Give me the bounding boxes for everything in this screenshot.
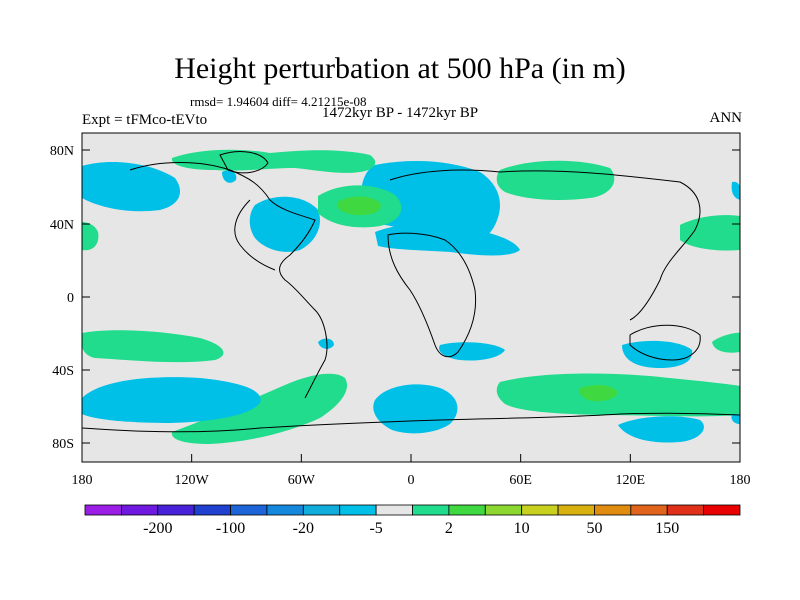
contour-negative-south-america-patch	[318, 338, 334, 349]
coastline-africa	[387, 232, 477, 358]
contour-negative-southeast-australia	[622, 340, 693, 368]
lat-label: 40N	[50, 218, 74, 233]
lon-label: 180	[730, 473, 751, 488]
colorbar-label: 150	[655, 520, 679, 537]
lon-label: 120E	[616, 473, 646, 488]
stats-subtitle: rmsd= 1.94604 diff= 4.21215e-08	[190, 94, 367, 109]
longitude-axis: 180 120W 60W 0 60E 120E 180	[72, 454, 751, 488]
contour-positive-arctic-greenland	[171, 149, 376, 173]
anomaly-contours	[82, 149, 740, 444]
coastline-greenland	[219, 151, 269, 174]
coastline-eurasia	[389, 169, 701, 321]
colorbar-swatch	[193, 504, 231, 516]
contour-positive-mid-atlantic-core	[336, 196, 381, 216]
contour-positive-central-asia	[496, 160, 615, 200]
contour-positive-south-pacific	[82, 330, 224, 363]
contour-negative-southern-ocean-east	[618, 416, 704, 443]
contour-negative-north-pacific	[82, 162, 180, 212]
lat-label: 80N	[50, 144, 74, 159]
map-panel	[81, 132, 741, 463]
colorbar-label: -5	[369, 520, 382, 537]
colorbar-label: -200	[143, 520, 172, 537]
coastline-north-america-west	[234, 199, 276, 271]
contour-positive-tasman	[712, 332, 740, 353]
lon-label: 60E	[509, 473, 532, 488]
lat-label: 80S	[52, 437, 74, 452]
contour-positive-south-america-antarctic	[171, 373, 348, 444]
contour-negative-far-north-east	[731, 181, 740, 200]
contour-negative-northeast	[361, 160, 500, 248]
period-subtitle: 1472kyr BP - 1472kyr BP	[322, 105, 479, 121]
coastline-antarctica	[82, 412, 740, 433]
colorbar-swatch	[157, 504, 195, 516]
latitude-axis: 80N 40N 0 40S 80S	[50, 144, 740, 452]
colorbar-swatch	[484, 504, 523, 516]
colorbar-label: -100	[216, 520, 245, 537]
contour-negative-north-america	[249, 196, 320, 252]
contour-negative-south-indian	[439, 342, 505, 361]
lat-label: 0	[67, 291, 74, 306]
contour-positive-southern-ocean	[496, 373, 740, 417]
lat-label: 40S	[52, 364, 74, 379]
colorbar-label: -20	[293, 520, 314, 537]
colorbar-swatch	[375, 504, 413, 516]
lon-label: 60W	[288, 473, 316, 488]
contour-negative-south-pacific	[82, 377, 261, 423]
colorbar-swatch	[594, 504, 632, 516]
coastline-americas	[129, 162, 328, 399]
colorbar-label: 10	[514, 520, 530, 537]
colorbar-swatch	[666, 504, 705, 516]
experiment-label: Expt = tFMco-tEVto	[82, 112, 208, 128]
season-label: ANN	[709, 110, 743, 126]
colorbar-swatch	[84, 504, 122, 516]
colorbar-swatch	[412, 504, 450, 516]
colorbar-label: 50	[586, 520, 602, 537]
contour-negative-south-atlantic	[373, 384, 458, 434]
colorbar-swatch	[448, 504, 486, 516]
contour-negative-mediterranean	[375, 223, 520, 256]
colorbar-swatch	[302, 504, 341, 516]
chart-title: Height perturbation at 500 hPa (in m)	[174, 52, 626, 85]
lon-label: 180	[72, 473, 93, 488]
colorbar-swatch	[521, 504, 559, 516]
colorbar-swatch	[120, 504, 159, 516]
colorbar-swatch	[230, 504, 268, 516]
colorbar-swatch	[557, 504, 595, 516]
coastlines	[82, 151, 740, 433]
contour-positive-north-pacific-east	[680, 215, 740, 251]
contour-positive-north-pacific-west	[82, 222, 99, 251]
contour-positive-southern-ocean-core	[579, 384, 618, 402]
colorbar-swatch	[339, 504, 377, 516]
colorbar-label: 2	[445, 520, 453, 537]
colorbar-swatch	[630, 504, 668, 516]
contour-negative-far-south-east	[731, 414, 740, 424]
colorbar-swatch	[703, 504, 741, 516]
colorbar-swatch	[266, 504, 304, 516]
lon-label: 0	[408, 473, 415, 488]
contour-negative-greenland	[222, 170, 237, 183]
lon-label: 120W	[175, 473, 210, 488]
colorbar: -200 -100 -20 -5 2 10 50 150	[84, 504, 741, 537]
coastline-australia	[629, 324, 701, 361]
